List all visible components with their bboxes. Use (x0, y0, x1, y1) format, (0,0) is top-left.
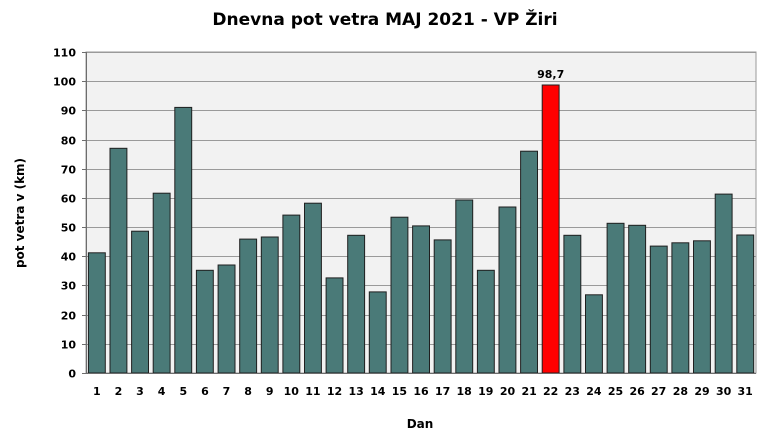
y-tick-label-60: 60 (61, 193, 77, 206)
x-tick-label-2: 2 (115, 385, 123, 398)
bar-day-30 (714, 193, 733, 374)
bar-day-22 (541, 84, 560, 374)
bar-day-25 (606, 222, 625, 374)
y-tick-label-30: 30 (61, 280, 77, 293)
bar-day-12 (325, 277, 344, 374)
y-tick-label-100: 100 (53, 76, 76, 89)
y-tick-label-50: 50 (61, 222, 77, 235)
x-tick-label-11: 11 (305, 385, 320, 398)
x-tick-label-17: 17 (435, 385, 450, 398)
x-tick-label-3: 3 (136, 385, 144, 398)
y-tick-label-80: 80 (61, 135, 77, 148)
bar-day-1 (87, 252, 106, 374)
bar-day-7 (217, 264, 236, 374)
y-tick-label-20: 20 (61, 310, 77, 323)
x-tick-label-31: 31 (738, 385, 753, 398)
x-tick-label-7: 7 (223, 385, 231, 398)
y-tick-label-110: 110 (53, 47, 76, 60)
x-tick-label-13: 13 (349, 385, 364, 398)
x-tick-label-22: 22 (543, 385, 558, 398)
bar-day-26 (628, 224, 647, 374)
y-tick-label-70: 70 (61, 164, 77, 177)
bar-day-10 (282, 214, 301, 374)
bar-day-9 (260, 236, 279, 374)
bar-day-2 (109, 147, 128, 374)
data-label-max: 98,7 (537, 68, 564, 81)
bar-day-20 (498, 206, 517, 374)
x-tick-label-25: 25 (608, 385, 623, 398)
x-tick-label-9: 9 (266, 385, 274, 398)
y-tick-label-40: 40 (61, 251, 77, 264)
bar-day-17 (433, 239, 452, 374)
bar-day-24 (585, 294, 603, 374)
bar-day-31 (736, 234, 755, 374)
x-tick-label-21: 21 (521, 385, 536, 398)
x-tick-label-10: 10 (284, 385, 300, 398)
x-tick-label-6: 6 (201, 385, 209, 398)
y-tick-label-10: 10 (61, 339, 77, 352)
x-tick-label-8: 8 (244, 385, 252, 398)
chart-title: Dnevna pot vetra MAJ 2021 - VP Žiri (212, 10, 558, 30)
x-tick-label-1: 1 (93, 385, 101, 398)
x-tick-label-16: 16 (413, 385, 429, 398)
bar-day-8 (239, 238, 258, 374)
y-tick-label-0: 0 (68, 368, 76, 381)
bar-day-21 (520, 150, 538, 374)
x-tick-label-14: 14 (370, 385, 386, 398)
x-tick-label-23: 23 (565, 385, 580, 398)
x-tick-label-12: 12 (327, 385, 342, 398)
x-tick-label-30: 30 (716, 385, 732, 398)
bar-day-15 (390, 216, 409, 374)
bar-day-29 (693, 240, 711, 374)
bar-day-5 (174, 106, 193, 374)
x-tick-label-19: 19 (478, 385, 493, 398)
y-tick-label-90: 90 (61, 105, 77, 118)
x-tick-label-4: 4 (158, 385, 166, 398)
bar-day-23 (563, 234, 582, 374)
bar-day-11 (304, 202, 322, 374)
x-tick-label-28: 28 (673, 385, 688, 398)
bar-day-14 (368, 291, 387, 374)
x-tick-label-26: 26 (629, 385, 645, 398)
bar-day-28 (671, 242, 690, 374)
bar-day-19 (476, 269, 495, 374)
bar-day-3 (131, 230, 150, 374)
bar-day-6 (195, 269, 214, 374)
x-tick-label-18: 18 (457, 385, 472, 398)
x-tick-label-5: 5 (179, 385, 187, 398)
x-tick-label-27: 27 (651, 385, 666, 398)
x-tick-label-20: 20 (500, 385, 516, 398)
x-axis-label: Dan (406, 417, 434, 431)
x-tick-label-24: 24 (586, 385, 602, 398)
x-tick-label-29: 29 (694, 385, 709, 398)
bar-day-4 (152, 192, 171, 374)
bar-day-27 (649, 245, 668, 374)
bar-day-18 (455, 199, 474, 374)
bar-day-16 (412, 225, 431, 374)
x-tick-label-15: 15 (392, 385, 407, 398)
bar-day-13 (347, 234, 366, 374)
